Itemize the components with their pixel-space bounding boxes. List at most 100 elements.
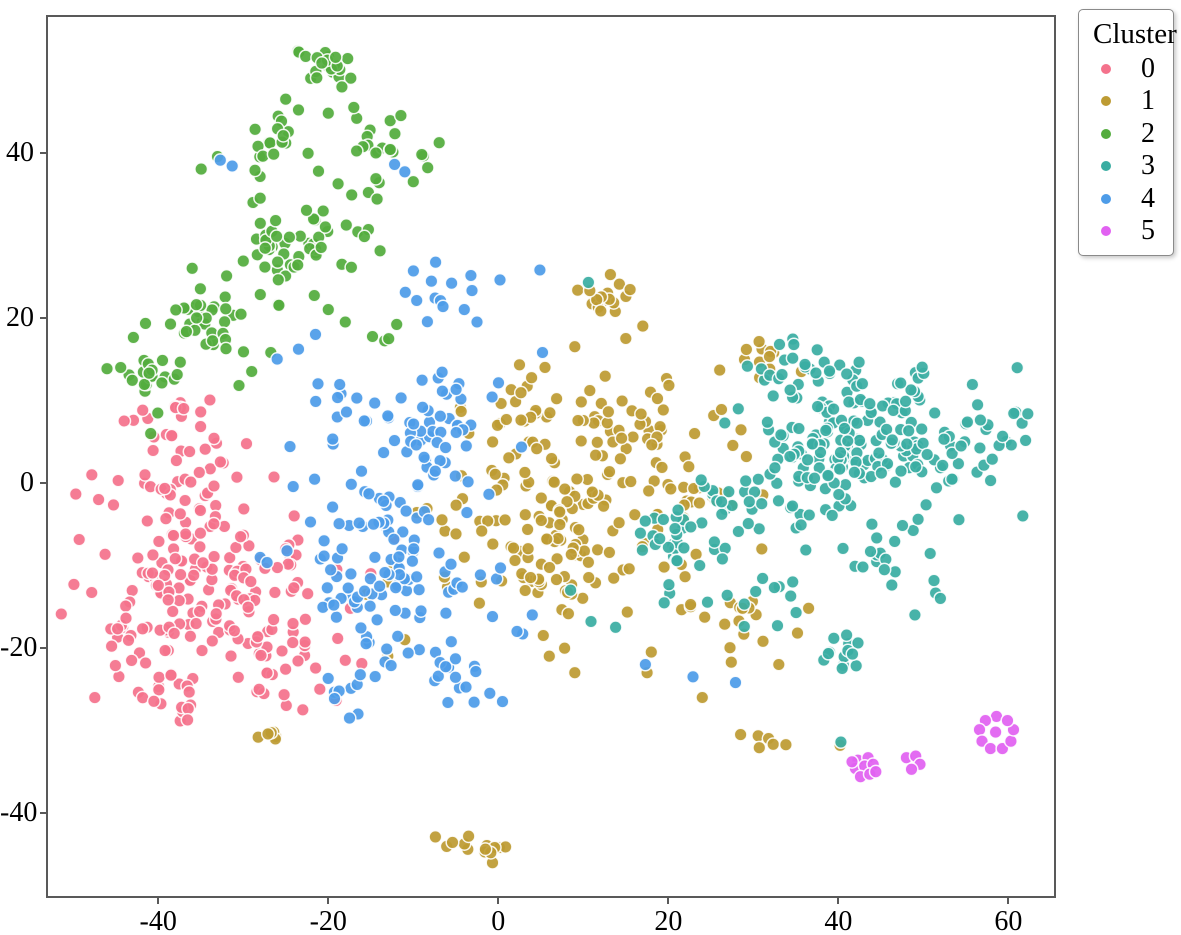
data-point — [151, 670, 167, 685]
data-point — [353, 620, 368, 635]
data-point — [170, 367, 185, 382]
data-point — [754, 541, 769, 556]
data-point — [158, 643, 173, 658]
data-point — [635, 543, 650, 558]
data-point — [965, 377, 980, 392]
data-point — [388, 603, 403, 618]
data-point — [317, 533, 332, 548]
data-point — [164, 428, 179, 443]
data-point — [179, 324, 194, 339]
data-point — [415, 373, 430, 388]
data-point — [794, 517, 809, 532]
data-point — [409, 437, 424, 452]
data-point — [574, 433, 589, 449]
data-point — [520, 522, 535, 537]
data-point — [983, 741, 998, 756]
data-point — [478, 842, 493, 857]
data-point — [970, 397, 985, 412]
data-point — [707, 534, 722, 549]
cluster-5-points — [844, 709, 1021, 784]
y-tick-mark — [40, 812, 46, 814]
data-point — [550, 551, 565, 566]
data-point — [773, 427, 788, 442]
data-point — [886, 403, 901, 418]
data-point — [762, 349, 777, 364]
legend-dot-icon — [1101, 161, 1111, 171]
data-point — [448, 651, 463, 666]
data-point — [654, 460, 670, 475]
data-point — [243, 574, 258, 589]
data-point — [290, 257, 305, 273]
data-point — [409, 293, 424, 308]
data-point — [468, 664, 483, 679]
data-point — [485, 609, 500, 624]
data-point — [862, 396, 877, 411]
data-point — [320, 580, 335, 595]
data-point — [146, 694, 161, 709]
data-point — [695, 690, 710, 705]
data-point — [485, 434, 500, 449]
data-point — [267, 585, 282, 600]
data-point — [266, 147, 281, 162]
data-point — [807, 471, 822, 486]
data-point — [194, 643, 210, 658]
data-point — [291, 102, 306, 117]
data-point — [415, 400, 430, 415]
data-point — [602, 464, 617, 479]
legend-dot-icon — [1101, 193, 1111, 204]
y-tick-mark — [40, 646, 46, 649]
data-point — [782, 449, 797, 464]
data-point — [278, 92, 293, 107]
data-point — [833, 734, 848, 750]
data-point — [901, 423, 916, 438]
data-point — [384, 658, 399, 673]
data-point — [279, 543, 295, 558]
data-point — [150, 405, 165, 421]
data-point — [218, 289, 233, 305]
legend-item: 4 — [1091, 182, 1161, 215]
scatter-svg — [54, 43, 1035, 870]
data-point — [748, 584, 763, 599]
data-point — [236, 501, 251, 516]
x-tick-label: 0 — [491, 906, 506, 935]
data-point — [349, 391, 364, 406]
data-point — [145, 565, 160, 581]
data-point — [236, 254, 251, 269]
data-point — [193, 281, 208, 296]
data-point — [323, 562, 338, 577]
data-point — [766, 388, 781, 403]
data-point — [213, 153, 228, 168]
x-tick-mark — [1007, 898, 1010, 904]
data-point — [307, 288, 322, 303]
data-point — [206, 516, 221, 531]
data-point — [286, 479, 301, 494]
data-point — [202, 392, 217, 408]
data-point — [137, 467, 153, 482]
data-point — [495, 694, 510, 709]
data-point — [314, 56, 329, 71]
data-point — [936, 432, 952, 447]
data-point — [225, 158, 240, 174]
data-point — [130, 550, 145, 566]
data-point — [722, 640, 738, 655]
data-point — [354, 464, 369, 479]
data-point — [253, 287, 268, 302]
data-point — [714, 402, 729, 417]
data-point — [379, 641, 394, 657]
data-point — [525, 607, 540, 622]
data-point — [908, 459, 923, 474]
data-point — [331, 176, 346, 191]
cluster-2-points — [99, 43, 447, 441]
data-point — [685, 669, 701, 684]
data-point — [670, 502, 686, 518]
data-point — [146, 443, 161, 458]
y-tick-mark — [40, 316, 46, 319]
data-point — [825, 508, 840, 523]
data-point — [183, 475, 198, 490]
x-tick-label: 20 — [654, 906, 683, 935]
data-point — [458, 680, 474, 695]
data-point — [91, 492, 106, 507]
data-point — [168, 302, 183, 317]
